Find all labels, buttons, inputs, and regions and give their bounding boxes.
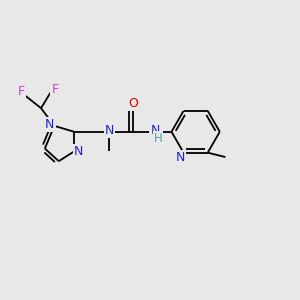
Text: F: F	[51, 82, 58, 95]
Text: N: N	[45, 118, 55, 131]
Text: O: O	[128, 97, 138, 110]
Text: H: H	[154, 132, 162, 145]
Text: N: N	[105, 124, 114, 137]
Text: N: N	[74, 145, 83, 158]
Text: F: F	[18, 85, 25, 98]
Text: N: N	[175, 152, 185, 164]
Text: N: N	[150, 124, 160, 137]
